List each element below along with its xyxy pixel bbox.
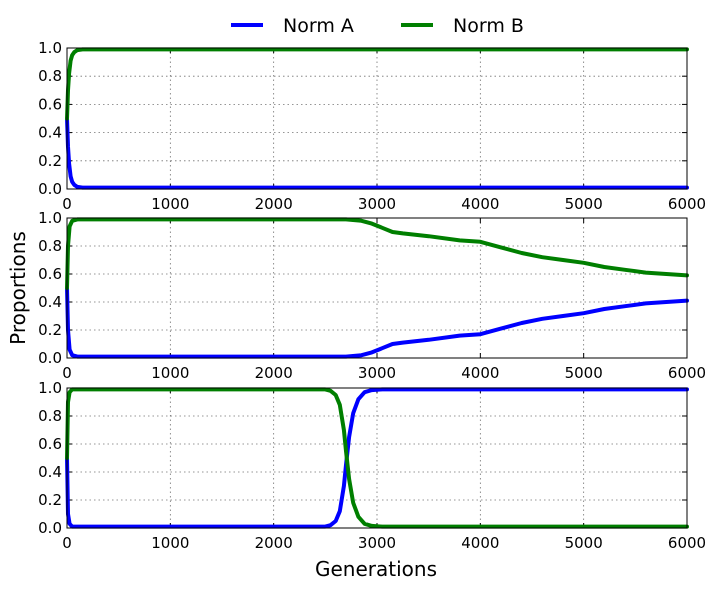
x-tick-label: 2000 (255, 195, 293, 213)
x-tick-label: 1000 (151, 195, 189, 213)
y-tick-label: 0.4 (38, 124, 62, 142)
x-tick-label: 0 (62, 534, 72, 552)
x-tick-label: 0 (62, 364, 72, 382)
y-tick-label: 0.8 (38, 67, 62, 85)
x-tick-label: 1000 (151, 534, 189, 552)
x-tick-label: 4000 (461, 364, 499, 382)
y-tick-label: 0.4 (38, 293, 62, 311)
panel-2: 0 1000 2000 3000 4000 5000 6000 0.0 0.2 0.4 0.6 0.8… (38, 209, 706, 382)
x-tick-label: 6000 (668, 195, 706, 213)
y-tick-label: 0.0 (38, 519, 62, 537)
x-tick-label: 2000 (255, 364, 293, 382)
y-tick-label: 0.2 (38, 321, 62, 339)
x-tick-label: 3000 (358, 195, 396, 213)
x-tick-label: 0 (62, 195, 72, 213)
legend-label-norm-b: Norm B (453, 15, 524, 37)
plot-frame (66, 217, 688, 359)
x-tick-label: 2000 (255, 534, 293, 552)
series-line-norm-b (65, 387, 689, 529)
legend-label-norm-a: Norm A (283, 15, 354, 37)
y-tick-label: 0.6 (38, 95, 62, 113)
y-tick-label: 0.0 (38, 349, 62, 367)
series-line-norm-a (65, 387, 689, 529)
y-tick-label: 1.0 (38, 379, 62, 397)
x-tick-label: 6000 (668, 364, 706, 382)
plot-frame (66, 47, 688, 190)
series-line-norm-b (65, 47, 689, 121)
x-tick-label: 4000 (461, 195, 499, 213)
y-tick-label: 0.8 (38, 237, 62, 255)
series-line-norm-a (65, 286, 689, 359)
y-tick-label: 0.6 (38, 435, 62, 453)
y-tick-label: 0.6 (38, 265, 62, 283)
x-tick-label: 5000 (565, 364, 603, 382)
chart-panels: 0 1000 2000 3000 4000 5000 6000 0.0 0.2 0.4 0.6 0.8… (38, 39, 706, 552)
plot-frame (66, 387, 688, 529)
y-tick-label: 0.4 (38, 463, 62, 481)
y-tick-label: 0.2 (38, 152, 62, 170)
panel-3: 0 1000 2000 3000 4000 5000 6000 0.0 0.2 0.4 0.6 0.8… (38, 379, 706, 552)
y-tick-label: 0.8 (38, 407, 62, 425)
legend: Norm A Norm B (231, 15, 524, 37)
y-tick-label: 0.0 (38, 180, 62, 198)
x-tick-label: 5000 (565, 195, 603, 213)
y-tick-label: 1.0 (38, 39, 62, 57)
y-axis-title: Proportions (6, 231, 30, 345)
x-tick-label: 3000 (358, 364, 396, 382)
series-line-norm-b (65, 217, 689, 290)
x-tick-label: 6000 (668, 534, 706, 552)
series-line-norm-a (65, 116, 689, 190)
x-tick-label: 4000 (461, 534, 499, 552)
x-tick-label: 1000 (151, 364, 189, 382)
panel-1: 0 1000 2000 3000 4000 5000 6000 0.0 0.2 0.4 0.6 0.8… (38, 39, 706, 213)
y-tick-label: 1.0 (38, 209, 62, 227)
x-tick-label: 5000 (565, 534, 603, 552)
x-axis-title: Generations (315, 557, 437, 581)
x-tick-label: 3000 (358, 534, 396, 552)
y-tick-label: 0.2 (38, 491, 62, 509)
